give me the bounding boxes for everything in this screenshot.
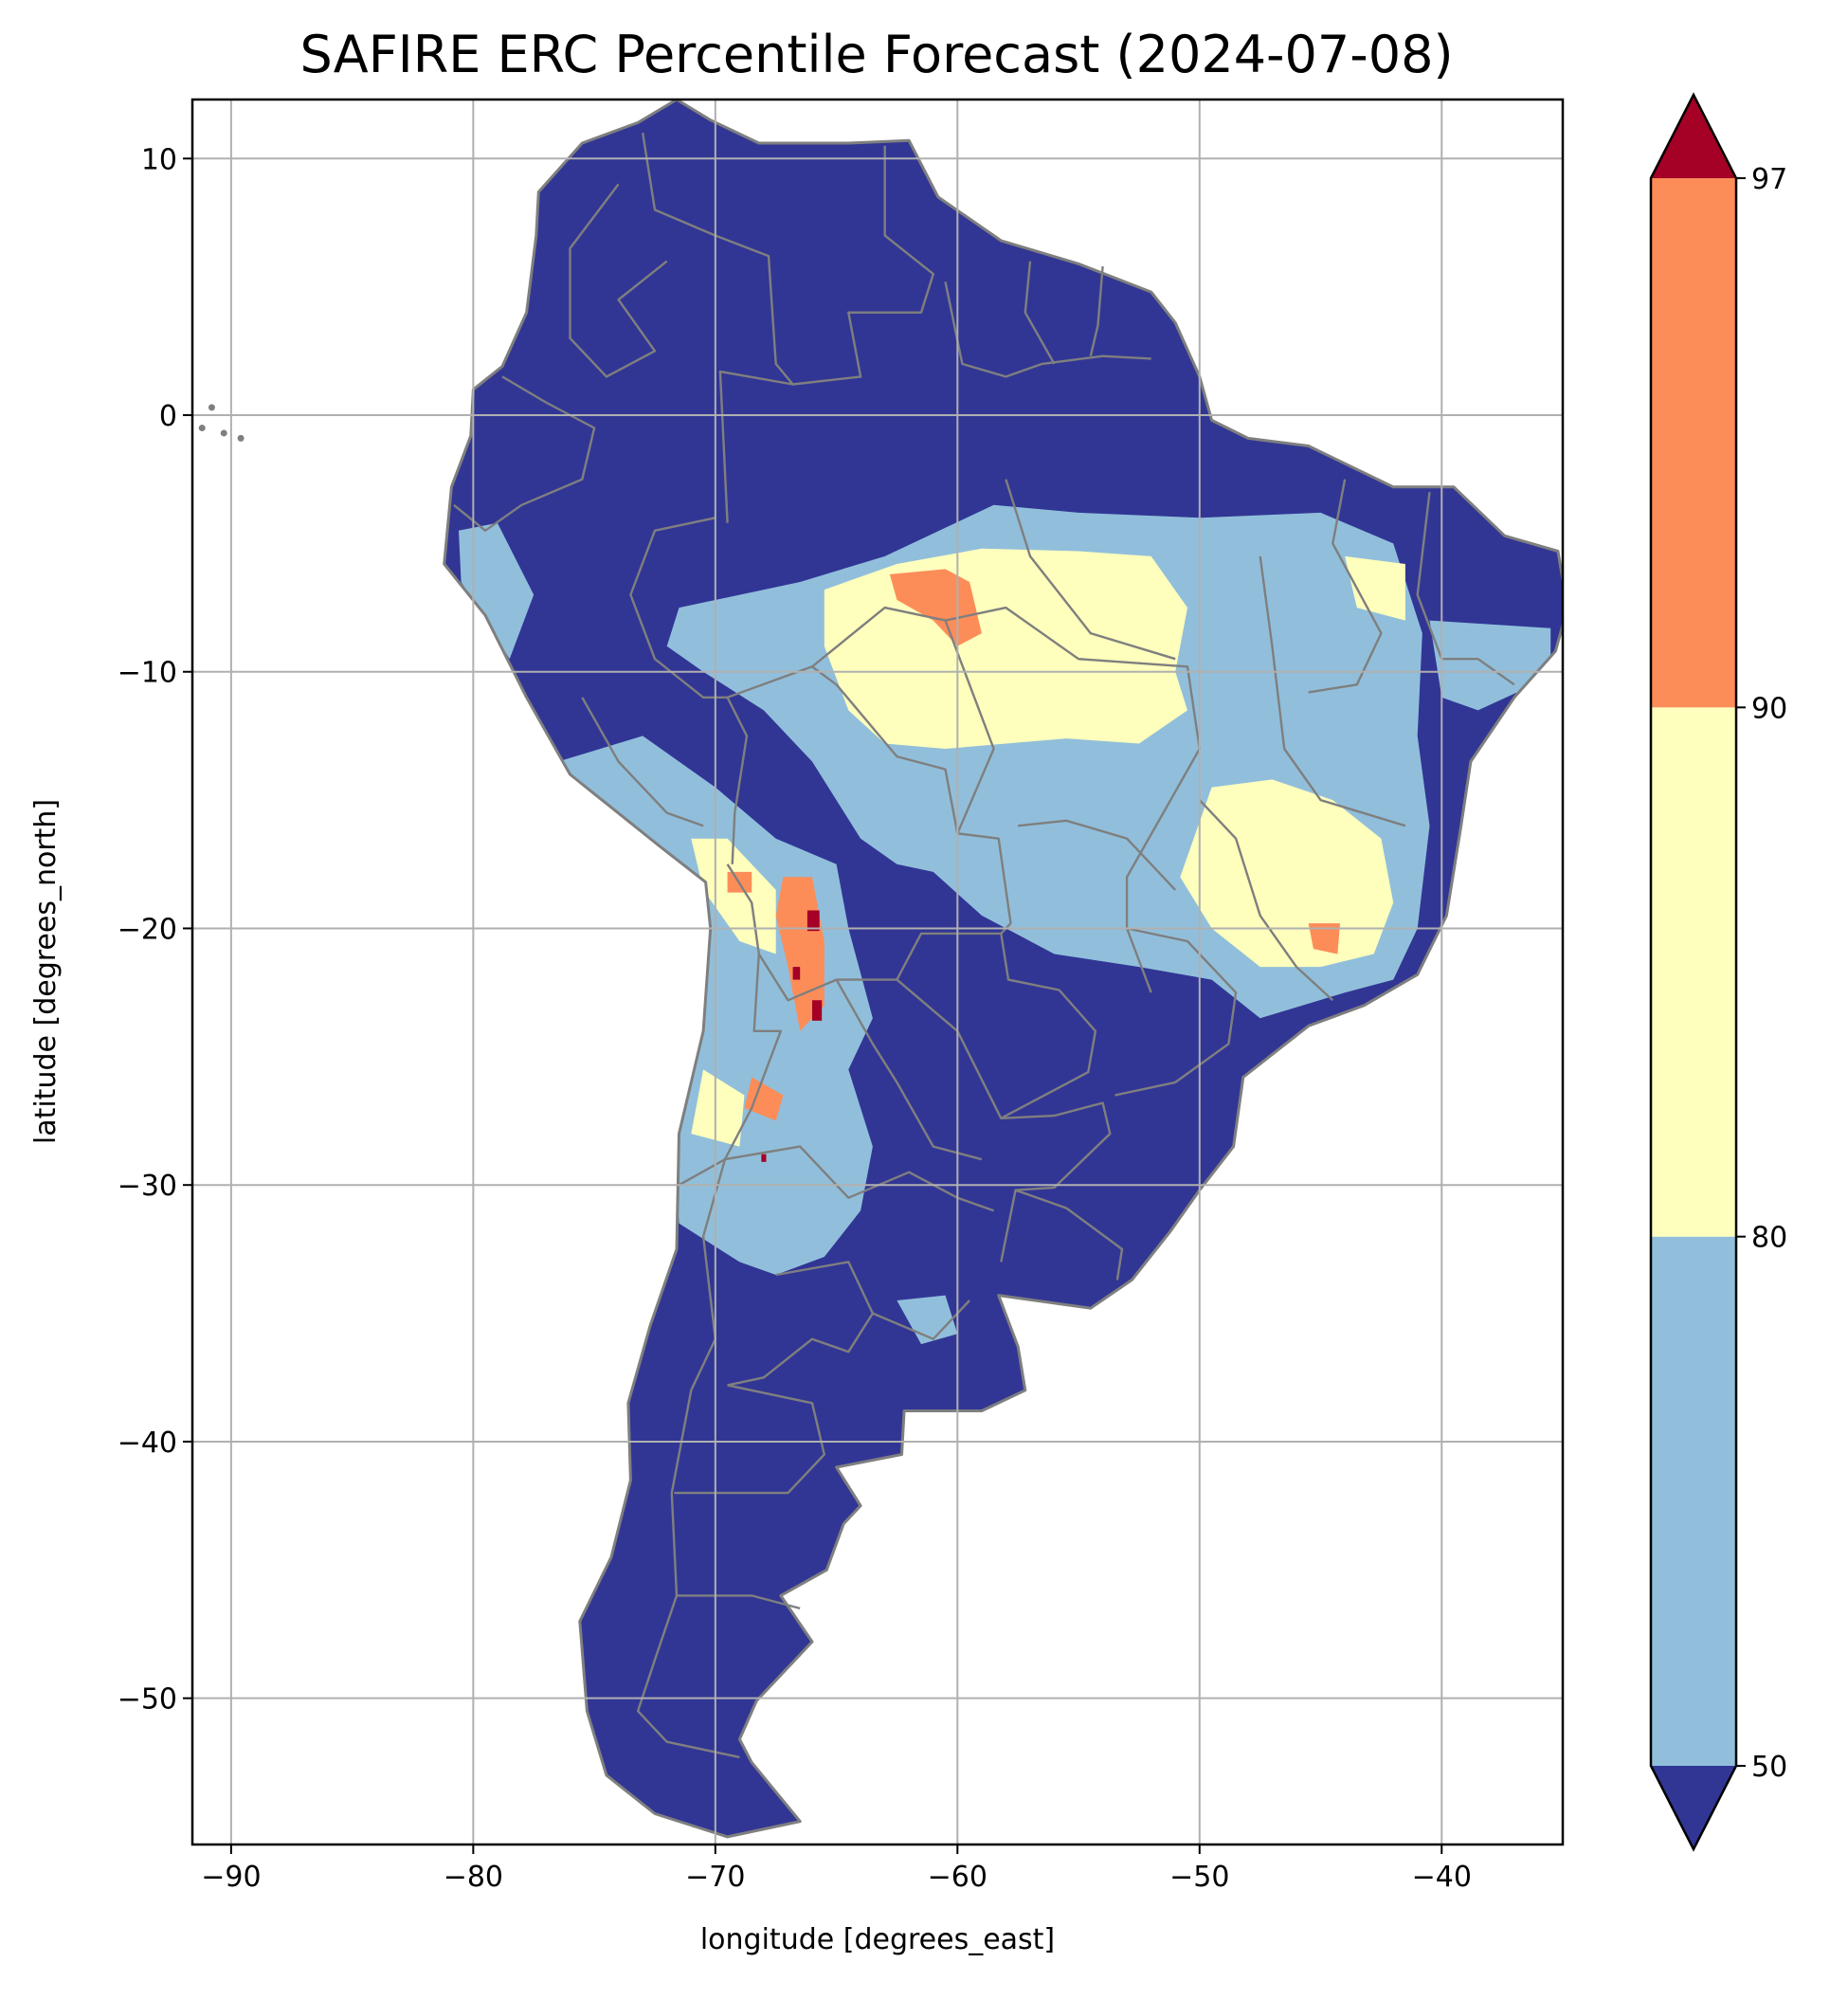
- admin-boundary: [835, 979, 983, 1161]
- x-tick-label: −70: [685, 1861, 745, 1894]
- land-layer: [198, 100, 1563, 1839]
- admin-boundary: [674, 1384, 825, 1495]
- map-title: SAFIRE ERC Percentile Forecast (2024-07-…: [299, 25, 1453, 84]
- admin-boundary: [677, 1594, 801, 1610]
- colorbar-segment: [1651, 707, 1736, 1237]
- region-above-97: [792, 967, 801, 980]
- admin-boundary: [642, 133, 794, 523]
- admin-boundary: [1018, 819, 1177, 891]
- y-tick-label: −30: [118, 1170, 177, 1203]
- x-tick-label: −80: [444, 1861, 503, 1894]
- admin-boundary: [569, 183, 668, 378]
- island: [208, 404, 215, 411]
- region-80-90: [1180, 779, 1394, 968]
- colorbar-extend-max: [1651, 95, 1736, 178]
- colorbar-tick-label: 97: [1751, 163, 1787, 196]
- admin-boundary: [453, 375, 596, 532]
- region-80-90: [824, 548, 1187, 749]
- y-axis-ticks: 10 0 −10 −20 −30 −40 −50: [118, 143, 192, 1717]
- colorbar-segment: [1651, 1236, 1736, 1766]
- region-above-97: [761, 1154, 767, 1162]
- y-tick-label: −40: [118, 1427, 177, 1460]
- admin-boundary: [944, 281, 1151, 378]
- admin-boundary: [1259, 555, 1406, 827]
- region-80-90: [691, 1069, 745, 1147]
- map-axes: [192, 100, 1563, 1845]
- admin-boundary: [726, 863, 1002, 1002]
- region-80-90: [1345, 555, 1405, 621]
- admin-boundary: [629, 517, 749, 864]
- region-above-97: [812, 1000, 823, 1021]
- island: [220, 429, 227, 437]
- colorbar-tick-label: 90: [1751, 692, 1787, 725]
- x-tick-label: −40: [1412, 1861, 1472, 1894]
- admin-boundary: [1089, 265, 1104, 356]
- admin-boundary: [636, 954, 782, 1759]
- y-axis-label: latitude [degrees_north]: [29, 799, 63, 1144]
- x-tick-label: −90: [201, 1861, 261, 1894]
- region-50-80: [459, 522, 534, 660]
- y-tick-label: 10: [141, 143, 177, 176]
- gridlines: [192, 100, 1563, 1845]
- axes-frame: [190, 98, 1565, 1846]
- y-tick-label: −50: [118, 1683, 177, 1717]
- region-50-80: [897, 1295, 958, 1345]
- admin-boundary: [1005, 479, 1176, 661]
- admin-boundary: [1198, 799, 1334, 1002]
- colorbar-extend-min: [1651, 1766, 1736, 1849]
- island: [237, 434, 245, 442]
- region-90-97: [744, 1077, 784, 1121]
- region-90-97: [889, 569, 982, 646]
- admin-boundary: [1308, 479, 1383, 694]
- x-axis-label: longitude [degrees_east]: [700, 1923, 1055, 1956]
- admin-boundary: [1015, 1189, 1124, 1281]
- colorbar-tick-label: 80: [1751, 1222, 1787, 1255]
- colorbar-segment: [1651, 178, 1736, 708]
- admin-boundary: [1024, 261, 1056, 365]
- region-above-97: [806, 910, 820, 932]
- y-tick-label: −10: [118, 657, 177, 690]
- admin-boundary: [1114, 927, 1238, 1097]
- region-50-80: [1429, 620, 1551, 711]
- x-axis-ticks: −90 −80 −70 −60 −50 −40: [201, 1845, 1472, 1894]
- admin-boundary: [727, 1261, 875, 1387]
- x-tick-label: −60: [928, 1861, 987, 1894]
- admin-boundary: [811, 606, 995, 834]
- y-tick-label: −20: [118, 913, 177, 946]
- colorbar-tick-label: 50: [1751, 1751, 1787, 1784]
- colorbar: 50 80 90 97: [1649, 92, 1787, 1852]
- admin-boundary: [581, 697, 704, 827]
- admin-boundary: [792, 145, 934, 386]
- island: [198, 425, 206, 432]
- region-90-97: [1308, 923, 1340, 954]
- y-tick-label: 0: [159, 400, 177, 433]
- admin-boundary: [896, 933, 1097, 1119]
- x-tick-label: −50: [1169, 1861, 1229, 1894]
